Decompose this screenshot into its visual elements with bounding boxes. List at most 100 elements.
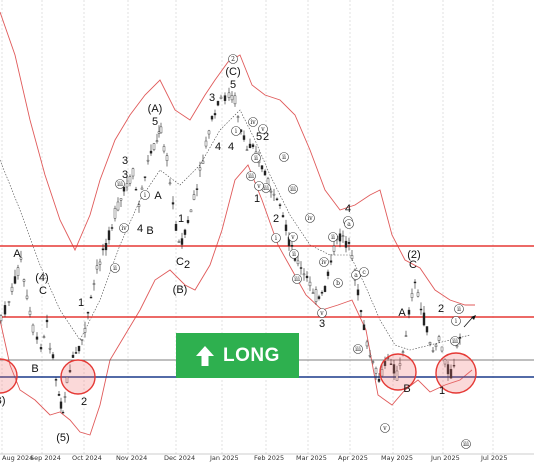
circled-wave-label: iv xyxy=(305,213,315,223)
candle-body xyxy=(143,176,147,178)
candle-body xyxy=(198,167,202,171)
candle-body xyxy=(251,144,255,147)
circled-wave-label: ii xyxy=(289,249,299,259)
wave-label: C xyxy=(39,285,47,297)
svg-text:iv: iv xyxy=(121,225,127,232)
svg-text:b: b xyxy=(336,280,340,287)
candle-body xyxy=(131,168,135,177)
svg-text:iv: iv xyxy=(250,119,256,126)
candle-body xyxy=(7,301,11,303)
candle-body xyxy=(134,188,138,191)
circled-wave-label: iii xyxy=(292,274,302,284)
candle-body xyxy=(107,230,111,241)
wave-label: (C) xyxy=(225,66,240,78)
circled-wave-label: iii xyxy=(115,179,125,189)
candle-body xyxy=(35,336,39,340)
svg-text:2: 2 xyxy=(231,56,235,63)
candle-body xyxy=(347,241,351,244)
wave-label: 4 xyxy=(228,141,234,153)
wave-label: 3 xyxy=(122,155,128,167)
candle-body xyxy=(149,150,153,154)
candle-body xyxy=(320,292,324,294)
candle-body xyxy=(68,370,72,373)
svg-text:a: a xyxy=(354,272,358,279)
circled-wave-label: iv xyxy=(248,117,258,127)
candle-body xyxy=(314,289,318,303)
long-signal-label: LONG xyxy=(223,344,280,366)
candle-body xyxy=(171,202,175,205)
candle-body xyxy=(368,355,372,357)
candle-body xyxy=(362,324,366,331)
candle-body xyxy=(455,345,459,348)
candle-body xyxy=(207,130,211,135)
candle-body xyxy=(227,92,231,98)
candle-body xyxy=(189,209,193,213)
candle-body xyxy=(104,242,108,251)
candle-body xyxy=(377,378,381,382)
candle-body xyxy=(152,143,156,150)
circled-wave-label: ii xyxy=(251,153,261,163)
candle-body xyxy=(365,341,369,347)
circled-wave-label: i xyxy=(140,190,150,200)
x-tick-label: Dec 2024 xyxy=(164,454,195,462)
candle-body xyxy=(57,393,61,396)
svg-text:v: v xyxy=(260,126,265,133)
wave-label: B xyxy=(403,383,410,395)
circled-wave-label: iii xyxy=(288,184,298,194)
candle-body xyxy=(140,187,144,190)
candle-body xyxy=(344,240,348,248)
candle-body xyxy=(278,204,282,206)
candle-body xyxy=(458,336,462,339)
candle-body xyxy=(13,276,17,284)
candle-body xyxy=(83,328,87,333)
candle-body xyxy=(275,198,279,201)
candle-body xyxy=(183,229,187,235)
circled-wave-label: v xyxy=(258,124,268,134)
svg-text:ii: ii xyxy=(457,306,461,313)
candle-body xyxy=(180,238,184,245)
wave-label: (5) xyxy=(56,432,69,444)
candle-body xyxy=(25,295,29,299)
circled-wave-label: a xyxy=(351,270,361,280)
candle-body xyxy=(281,215,285,218)
circled-wave-label: i xyxy=(271,233,281,243)
x-tick-label: Apr 2025 xyxy=(338,454,368,462)
x-tick-label: Aug 2024 xyxy=(2,454,33,462)
wave-label: 5 xyxy=(152,116,158,128)
x-tick-label: Jul 2025 xyxy=(480,454,507,462)
candle-body xyxy=(290,245,294,247)
svg-text:iii: iii xyxy=(248,173,254,180)
highlight-circle xyxy=(379,353,417,391)
candle-body xyxy=(413,281,417,284)
wave-label: 2 xyxy=(263,131,269,143)
candle-body xyxy=(434,344,438,347)
candle-body xyxy=(389,363,393,365)
candle-body xyxy=(350,255,354,259)
wave-label: 4 xyxy=(215,141,221,153)
candle-body xyxy=(302,273,306,276)
candle-body xyxy=(16,267,20,276)
x-tick-label: Jan 2025 xyxy=(209,454,239,462)
candle-body xyxy=(28,310,32,315)
svg-text:iv: iv xyxy=(321,259,327,266)
candle-body xyxy=(98,261,102,265)
candle-body xyxy=(425,326,429,333)
wave-label: 1 xyxy=(78,297,84,309)
candle-body xyxy=(89,296,93,299)
candle-body xyxy=(245,149,249,151)
candle-body xyxy=(236,116,240,118)
candle-body xyxy=(0,315,3,321)
long-signal-badge: LONG xyxy=(176,333,299,378)
circled-wave-label: iii xyxy=(353,344,363,354)
wave-label: 5 xyxy=(256,131,262,143)
candle-body xyxy=(383,360,387,367)
candle-body xyxy=(39,347,43,350)
circled-wave-label: v xyxy=(288,232,298,242)
candle-body xyxy=(401,351,405,353)
wave-label: 5 xyxy=(230,79,236,91)
svg-text:i: i xyxy=(275,235,277,242)
lower-band xyxy=(0,164,473,436)
highlight-circles xyxy=(0,352,477,395)
